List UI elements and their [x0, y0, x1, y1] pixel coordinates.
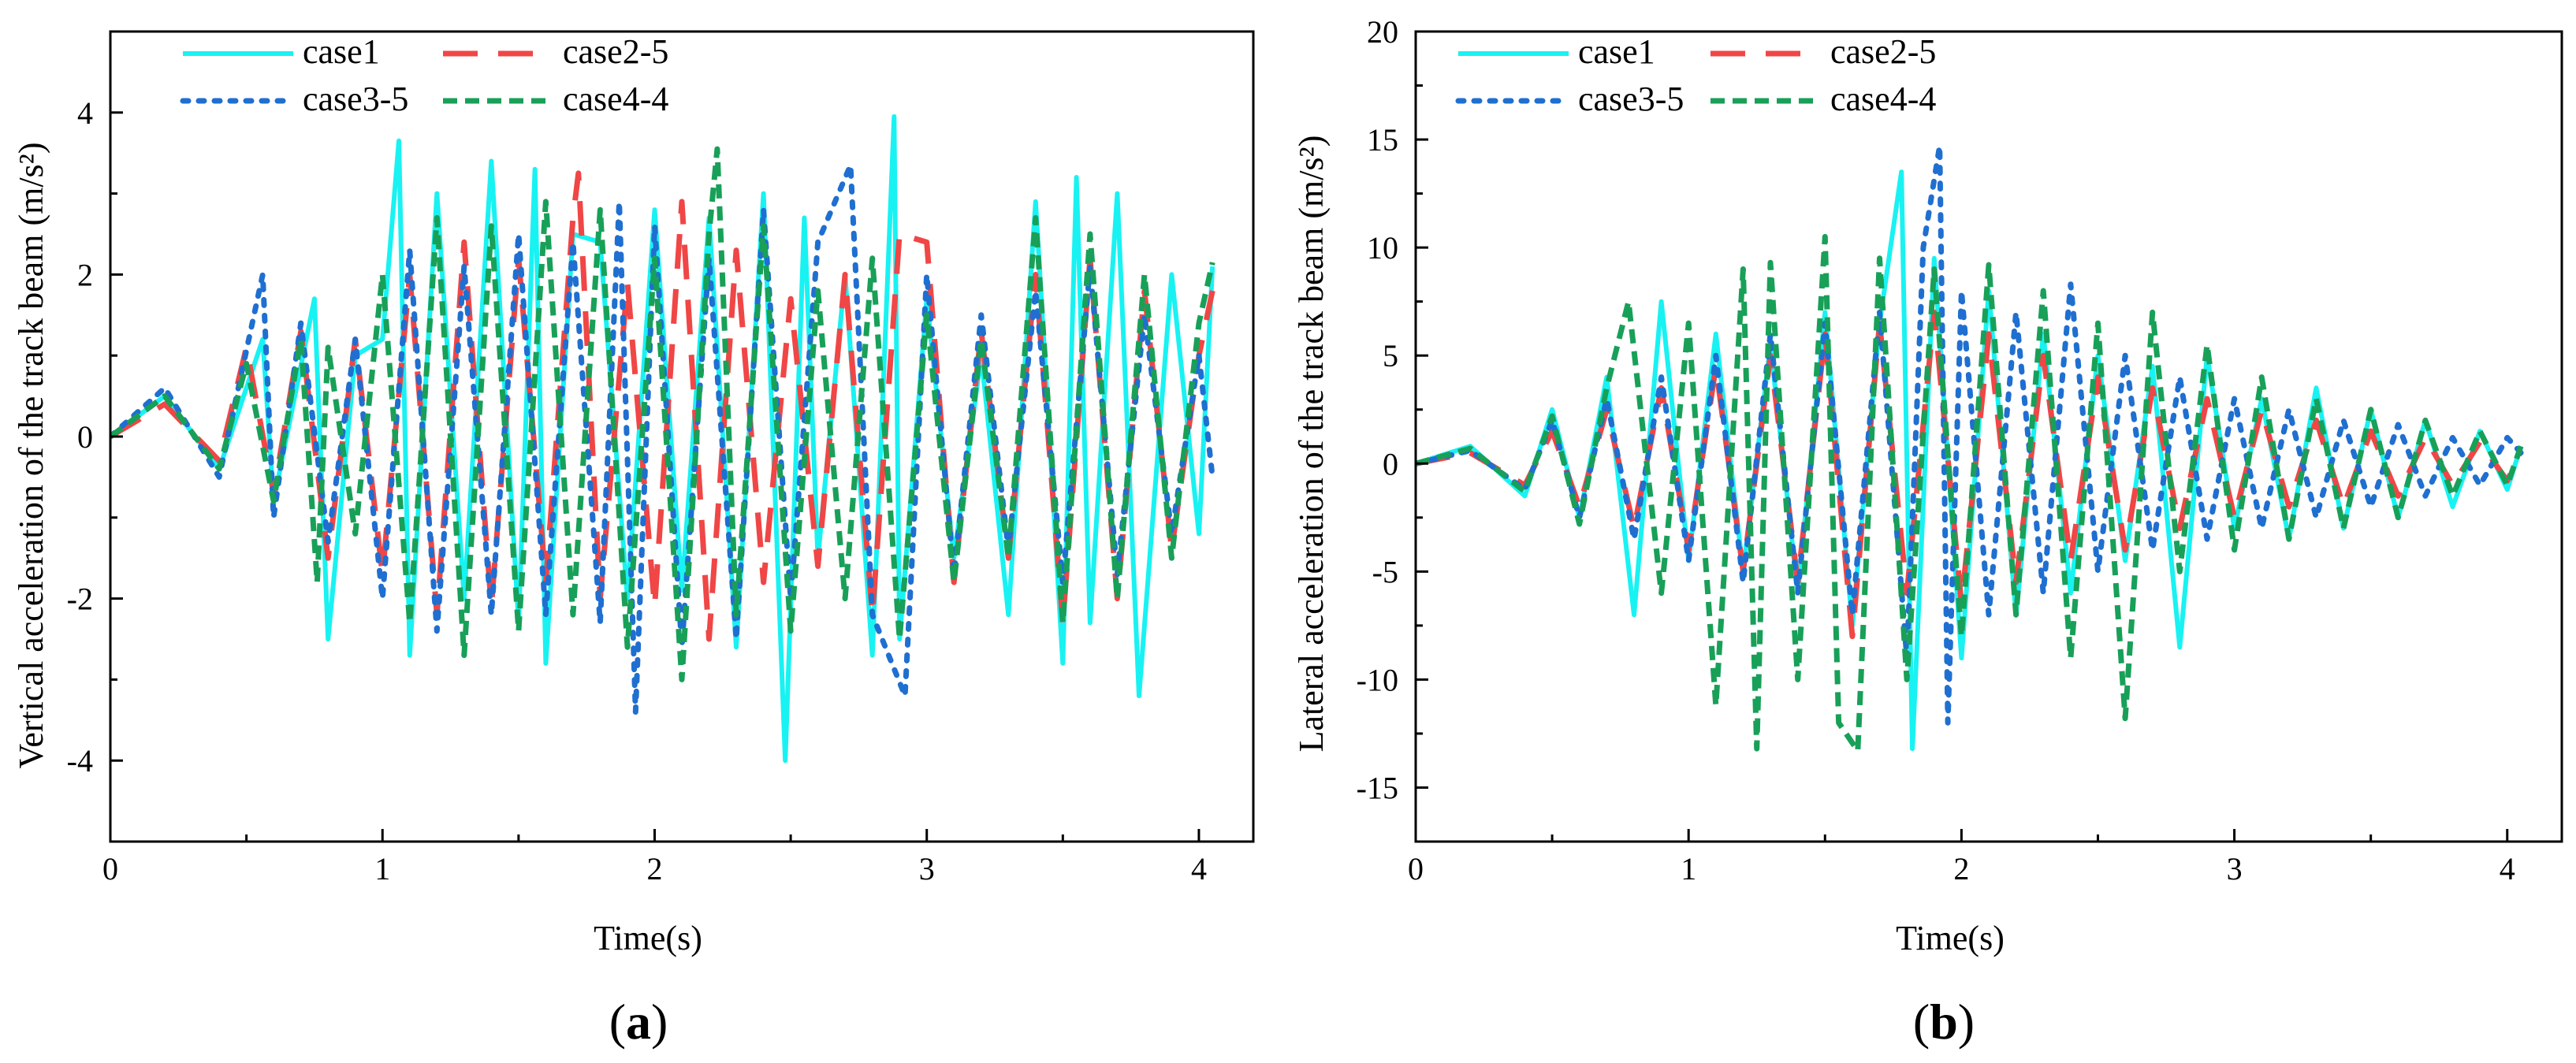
panel-label-b-letter: b: [1930, 994, 1958, 1050]
panel-label-a-open: (: [609, 994, 626, 1050]
y-tick-label-a-2: 0: [77, 419, 93, 455]
y-tick-label-a-3: 2: [77, 257, 93, 292]
x-tick-label-a-1: 1: [374, 851, 390, 886]
series-line-b-case4-4: [1416, 233, 2524, 754]
legend-label-a-case2-5: case2-5: [563, 32, 668, 71]
panel-label-b-close: ): [1958, 994, 1975, 1050]
x-tick-label-b-4: 4: [2500, 851, 2515, 886]
y-tick-label-b-6: 15: [1367, 122, 1398, 158]
legend-label-b-case2-5: case2-5: [1830, 32, 1936, 71]
series-layer-b: [1416, 143, 2524, 754]
x-axis-title-b: Time(s): [1896, 919, 2005, 957]
x-tick-label-a-2: 2: [646, 851, 662, 886]
y-axis-title-b: Lateral acceleration of the track beam (…: [1292, 136, 1331, 753]
panel-label-b: (b): [1913, 994, 1975, 1050]
y-tick-label-b-1: -10: [1357, 662, 1398, 697]
y-tick-label-a-4: 4: [77, 95, 93, 131]
legend-label-b-case4-4: case4-4: [1830, 80, 1936, 118]
y-tick-label-b-2: -5: [1372, 554, 1398, 589]
panel-label-b-open: (: [1913, 994, 1930, 1050]
y-axis-title-a: Vertical acceleration of the track beam …: [12, 142, 50, 768]
plot-frame-b: [1414, 30, 2563, 843]
legend-label-b-case1: case1: [1578, 32, 1655, 71]
legend-label-a-case4-4: case4-4: [563, 80, 668, 118]
y-tick-label-b-0: -15: [1357, 770, 1398, 805]
chart-panel-b: 0 1 2 3 4 -15 -10 -5 0 5 10 15 20 Time(s) Lateral ac…: [1292, 14, 2563, 1050]
y-tick-label-b-4: 5: [1383, 338, 1398, 374]
series-layer-a: [110, 113, 1215, 764]
legend-label-a-case1: case1: [303, 32, 380, 71]
x-tick-label-b-1: 1: [1681, 851, 1696, 886]
legend-a: case1 case2-5 case3-5 case4-4: [180, 32, 668, 118]
x-tick-label-b-2: 2: [1953, 851, 1969, 886]
y-tick-label-a-0: -4: [67, 743, 93, 779]
panel-label-a-close: ): [651, 994, 668, 1050]
panel-label-a: (a): [609, 994, 668, 1050]
panel-label-a-letter: a: [626, 994, 651, 1050]
chart-panel-a: 0 1 2 3 4 -4 -2 0 2 4 Time(s) Vertical accelerati…: [12, 30, 1255, 1050]
legend-b: case1 case2-5 case3-5 case4-4: [1455, 32, 1936, 118]
x-tick-label-a-0: 0: [102, 851, 118, 886]
x-tick-label-a-3: 3: [919, 851, 935, 886]
y-tick-label-a-1: -2: [67, 582, 93, 617]
y-tick-label-b-3: 0: [1383, 446, 1398, 481]
y-tick-label-b-7: 20: [1367, 14, 1398, 50]
legend-label-a-case3-5: case3-5: [303, 80, 408, 118]
axes-layer-a: 0 1 2 3 4 -4 -2 0 2 4: [67, 30, 1255, 886]
axes-layer-b: 0 1 2 3 4 -15 -10 -5 0 5 10 15 20: [1357, 14, 2563, 886]
x-tick-label-a-4: 4: [1191, 851, 1207, 886]
y-tick-label-b-5: 10: [1367, 230, 1398, 266]
x-axis-title-a: Time(s): [594, 919, 702, 957]
legend-label-b-case3-5: case3-5: [1578, 80, 1684, 118]
series-line-a-case4-4: [110, 146, 1215, 682]
x-tick-label-b-0: 0: [1408, 851, 1424, 886]
x-tick-label-b-3: 3: [2227, 851, 2243, 886]
